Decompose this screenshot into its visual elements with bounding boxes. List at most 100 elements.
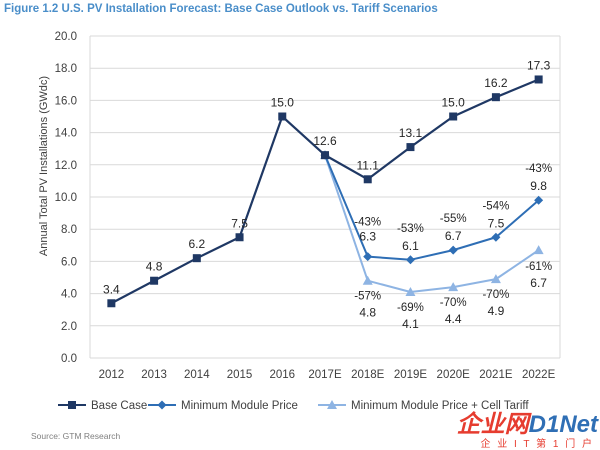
- y-tick-4.0: 4.0: [61, 289, 77, 301]
- label-base-2013: 4.8: [146, 260, 163, 274]
- legend-item-0: Base Case: [58, 400, 147, 412]
- x-tick-2013: 2013: [141, 369, 167, 381]
- y-tick-10.0: 10.0: [55, 192, 77, 204]
- y-tick-14.0: 14.0: [55, 128, 77, 140]
- point-0-2019E: [406, 143, 415, 152]
- series-0: [107, 75, 543, 308]
- legend-label-1: Minimum Module Price: [181, 400, 298, 412]
- x-tick-2014: 2014: [184, 369, 210, 381]
- point-2-2020E: [448, 282, 459, 292]
- series-line-2: [324, 154, 540, 293]
- pct-cell-2019E: -69%: [397, 302, 424, 314]
- label-base-2012: 3.4: [103, 282, 120, 296]
- label-cell-2022E: 6.7: [530, 276, 547, 290]
- point-0-2016: [278, 112, 287, 121]
- pct-cell-2021E: -70%: [482, 289, 509, 301]
- label-module-2022E: 9.8: [530, 179, 547, 193]
- x-tick-2019E: 2019E: [394, 369, 428, 381]
- label-base-2018E: 11.1: [356, 158, 379, 172]
- label-module-2019E: 6.1: [402, 239, 419, 253]
- x-tick-labels: 2012 2013 2014 2015 2016 2017E 2018E 2019E 2020E…: [99, 369, 556, 381]
- point-0-2013: [150, 276, 159, 285]
- pct-module-2022E: -43%: [525, 163, 552, 175]
- legend: Base Case Minimum Module Price Minimum Mod…: [58, 400, 529, 412]
- pct-module-2019E: -53%: [397, 223, 424, 235]
- point-2-2018E: [362, 275, 373, 285]
- y-tick-0.0: 0.0: [61, 353, 77, 365]
- legend-item-2: Minimum Module Price + Cell Tariff: [318, 400, 529, 412]
- series-1: [320, 150, 544, 265]
- label-cell-2019E: 4.1: [402, 317, 419, 331]
- label-base-2014: 6.2: [188, 237, 205, 251]
- data-labels: 3.4 4.8 6.2 7.5 15.0 12.6 11.1 13.1 15.0 16.2 17.3…: [103, 58, 552, 331]
- label-base-2020E: 15.0: [442, 96, 466, 110]
- series-lines: [107, 75, 544, 308]
- y-tick-16.0: 16.0: [55, 95, 77, 107]
- point-2-2019E: [405, 286, 416, 296]
- pct-module-2018E: -43%: [354, 217, 381, 229]
- point-0-2022E: [534, 75, 543, 84]
- y-axis-title: Annual Total PV Installations (GWdc): [38, 76, 50, 256]
- x-tick-2016: 2016: [269, 369, 295, 381]
- pct-module-2020E: -55%: [440, 213, 467, 225]
- legend-marker-1: [157, 400, 167, 410]
- y-tick-2.0: 2.0: [61, 321, 77, 333]
- point-1-2018E: [363, 252, 373, 262]
- series-line-1: [324, 154, 540, 261]
- point-0-2014: [192, 254, 201, 263]
- point-0-2015: [235, 233, 244, 242]
- point-1-2020E: [448, 245, 458, 255]
- label-cell-2018E: 4.8: [359, 306, 376, 320]
- gridlines: [89, 35, 561, 359]
- point-0-2012: [107, 299, 116, 308]
- x-tick-2022E: 2022E: [522, 369, 556, 381]
- pct-module-2021E: -54%: [482, 200, 509, 212]
- x-tick-2020E: 2020E: [437, 369, 471, 381]
- label-base-2015: 7.5: [231, 216, 248, 230]
- point-1-2021E: [491, 232, 501, 242]
- x-tick-2018E: 2018E: [351, 369, 385, 381]
- label-base-2021E: 16.2: [484, 76, 508, 90]
- y-tick-18.0: 18.0: [55, 63, 77, 75]
- watermark-logo: 企业网D1Net 企 业 I T 第 1 门 户: [440, 404, 600, 450]
- pct-cell-2022E: -61%: [525, 261, 552, 273]
- watermark-logo-text: 企业网D1Net: [456, 411, 598, 438]
- y-tick-6.0: 6.0: [61, 256, 77, 268]
- legend-marker-0: [68, 401, 76, 409]
- point-0-2021E: [491, 93, 500, 102]
- legend-marker-2: [327, 400, 337, 409]
- label-cell-2020E: 4.4: [445, 312, 462, 326]
- point-0-2020E: [449, 112, 458, 121]
- label-base-2017E: 12.6: [313, 134, 337, 148]
- y-tick-8.0: 8.0: [61, 224, 77, 236]
- point-2-2022E: [533, 245, 544, 255]
- x-tick-2021E: 2021E: [479, 369, 513, 381]
- label-module-2020E: 6.7: [445, 229, 462, 243]
- x-tick-2015: 2015: [227, 369, 253, 381]
- label-module-2021E: 7.5: [488, 216, 505, 230]
- point-0-2017E: [321, 151, 329, 160]
- pct-cell-2020E: -70%: [440, 297, 467, 309]
- y-tick-12.0: 12.0: [55, 160, 77, 172]
- legend-label-0: Base Case: [91, 400, 147, 412]
- x-tick-2012: 2012: [99, 369, 125, 381]
- series-line-0: [110, 78, 540, 305]
- figure-title: Figure 1.2 U.S. PV Installation Forecast…: [4, 3, 438, 15]
- point-1-2022E: [534, 195, 544, 205]
- y-tick-20.0: 20.0: [55, 31, 77, 43]
- label-cell-2021E: 4.9: [488, 304, 505, 318]
- point-2-2021E: [490, 274, 501, 284]
- x-tick-2017E: 2017E: [308, 369, 342, 381]
- pct-cell-2018E: -57%: [354, 291, 381, 303]
- label-base-2019E: 13.1: [399, 126, 423, 140]
- legend-label-2: Minimum Module Price + Cell Tariff: [351, 400, 529, 412]
- source-note: Source: GTM Research: [31, 431, 121, 441]
- label-module-2018E: 6.3: [359, 230, 376, 244]
- label-base-2016: 15.0: [271, 96, 295, 110]
- y-tick-labels: 0.0 2.0 4.0 6.0 8.0 10.0 12.0 14.0 16.0 18.0 20.0: [55, 31, 77, 365]
- point-0-2018E: [363, 175, 372, 184]
- watermark-tagline: 企 业 I T 第 1 门 户: [480, 439, 594, 450]
- point-1-2019E: [405, 255, 415, 265]
- legend-item-1: Minimum Module Price: [148, 400, 298, 412]
